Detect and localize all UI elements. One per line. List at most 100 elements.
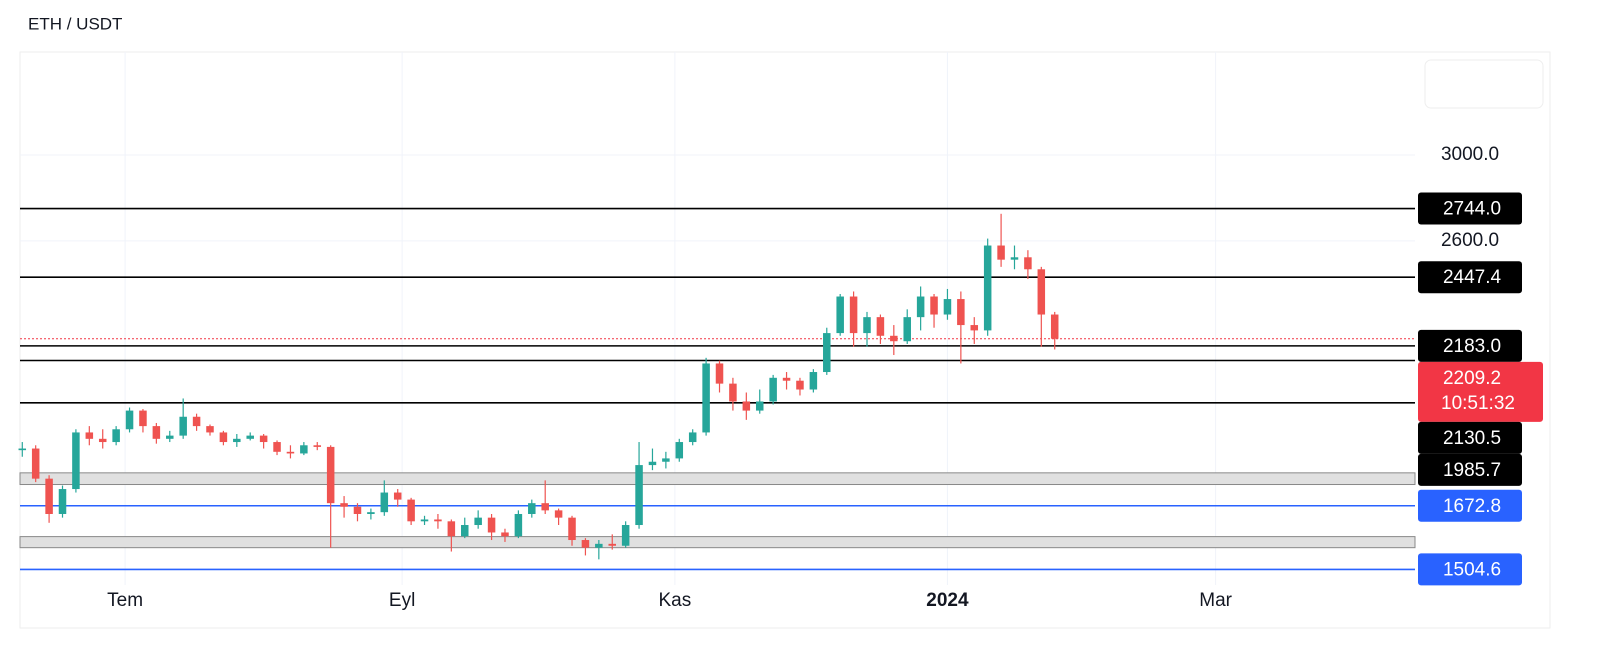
candle-body bbox=[286, 451, 295, 454]
candle-body bbox=[1024, 257, 1032, 270]
candle-body bbox=[420, 519, 429, 522]
candle-body bbox=[380, 492, 389, 513]
candle-body bbox=[487, 517, 496, 533]
current-price-box bbox=[1418, 361, 1543, 422]
candle-body bbox=[460, 525, 469, 537]
y-tick-label: 3000.0 bbox=[1441, 144, 1499, 165]
candle-body bbox=[367, 512, 375, 514]
level-label-box bbox=[1418, 553, 1522, 586]
candle-body bbox=[554, 510, 563, 518]
candle-body bbox=[166, 435, 174, 439]
candle-body bbox=[809, 372, 818, 390]
candle-body bbox=[957, 299, 965, 326]
level-label-box bbox=[1418, 489, 1522, 522]
candle-body bbox=[1010, 257, 1019, 260]
candle-body bbox=[514, 513, 523, 537]
candle-body bbox=[313, 445, 322, 447]
x-tick-label: Kas bbox=[658, 590, 691, 611]
candle-body bbox=[997, 245, 1005, 260]
candle-body bbox=[152, 426, 161, 439]
level-label: 2183.0 bbox=[1443, 336, 1501, 357]
candle-body bbox=[179, 416, 187, 436]
x-tick-label: Mar bbox=[1199, 590, 1232, 611]
level-label-box bbox=[1418, 453, 1522, 486]
candle-body bbox=[635, 465, 643, 526]
level-label-box bbox=[1418, 192, 1522, 225]
candle-body bbox=[259, 435, 268, 443]
candle-body bbox=[890, 335, 898, 342]
candle-body bbox=[823, 333, 831, 373]
level-label-box bbox=[1418, 421, 1522, 454]
candle-body bbox=[18, 448, 27, 451]
candle-body bbox=[943, 299, 952, 315]
candle-body bbox=[233, 438, 241, 443]
candle-body bbox=[326, 446, 335, 504]
candle-body bbox=[675, 442, 684, 459]
candle-body bbox=[474, 517, 482, 526]
level-label: 2130.5 bbox=[1443, 428, 1501, 449]
candle-body bbox=[836, 296, 844, 334]
candle-body bbox=[541, 503, 549, 511]
candle-body bbox=[31, 448, 40, 479]
candle-body bbox=[568, 517, 576, 541]
candle-body bbox=[45, 478, 53, 514]
y-tick-label: 2600.0 bbox=[1441, 230, 1499, 251]
candle-body bbox=[916, 296, 925, 318]
level-label: 1504.6 bbox=[1443, 559, 1501, 580]
candle-body bbox=[1037, 269, 1046, 315]
chart-frame bbox=[19, 51, 1551, 629]
candle-body bbox=[729, 383, 737, 402]
level-label: 1985.7 bbox=[1443, 460, 1501, 481]
candle-body bbox=[755, 401, 764, 411]
candle-body bbox=[715, 363, 724, 384]
zone bbox=[19, 472, 1416, 486]
candle-body bbox=[1050, 314, 1059, 339]
chart-title: ETH / USDT bbox=[28, 14, 122, 33]
candle-body bbox=[219, 432, 228, 443]
level-label: 2447.4 bbox=[1443, 267, 1502, 288]
candle-body bbox=[903, 317, 911, 342]
toolbar-box bbox=[1424, 59, 1544, 109]
candle-body bbox=[621, 525, 630, 546]
candle-body bbox=[648, 461, 657, 466]
level-label: 2744.0 bbox=[1443, 199, 1501, 220]
candle-body bbox=[340, 503, 348, 507]
candle-body bbox=[85, 432, 94, 439]
candle-body bbox=[72, 432, 80, 490]
candle-body bbox=[863, 317, 871, 334]
candle-body bbox=[407, 499, 415, 522]
level-label-box bbox=[1418, 261, 1522, 294]
candle-body bbox=[782, 377, 791, 381]
candle-body bbox=[139, 410, 147, 427]
candle-body bbox=[434, 519, 442, 522]
candle-body bbox=[970, 325, 979, 331]
candle-body bbox=[125, 410, 134, 430]
candle-body bbox=[742, 401, 751, 411]
x-tick-label: 2024 bbox=[926, 590, 969, 611]
x-tick-label: Tem bbox=[107, 590, 143, 611]
x-tick-label: Eyl bbox=[389, 590, 415, 611]
candle-body bbox=[608, 543, 616, 546]
current-price-label: 2209.2 bbox=[1443, 368, 1501, 389]
candle-body bbox=[849, 296, 858, 334]
countdown-label: 10:51:32 bbox=[1441, 393, 1515, 414]
level-label: 1672.8 bbox=[1443, 496, 1501, 517]
candle-body bbox=[300, 445, 308, 454]
zone bbox=[19, 536, 1416, 549]
candle-body bbox=[192, 416, 201, 427]
candle-body bbox=[98, 438, 107, 443]
candle-body bbox=[393, 492, 402, 500]
candle-body bbox=[112, 429, 120, 443]
candle-body bbox=[246, 435, 254, 439]
candle-body bbox=[206, 426, 214, 433]
candle-body bbox=[688, 432, 697, 443]
candle-body bbox=[983, 245, 992, 331]
candle-body bbox=[447, 521, 456, 537]
candle-body bbox=[353, 506, 362, 514]
candle-body bbox=[501, 532, 509, 537]
candle-body bbox=[581, 540, 590, 548]
candle-body bbox=[58, 489, 67, 514]
candle-body bbox=[876, 317, 885, 336]
